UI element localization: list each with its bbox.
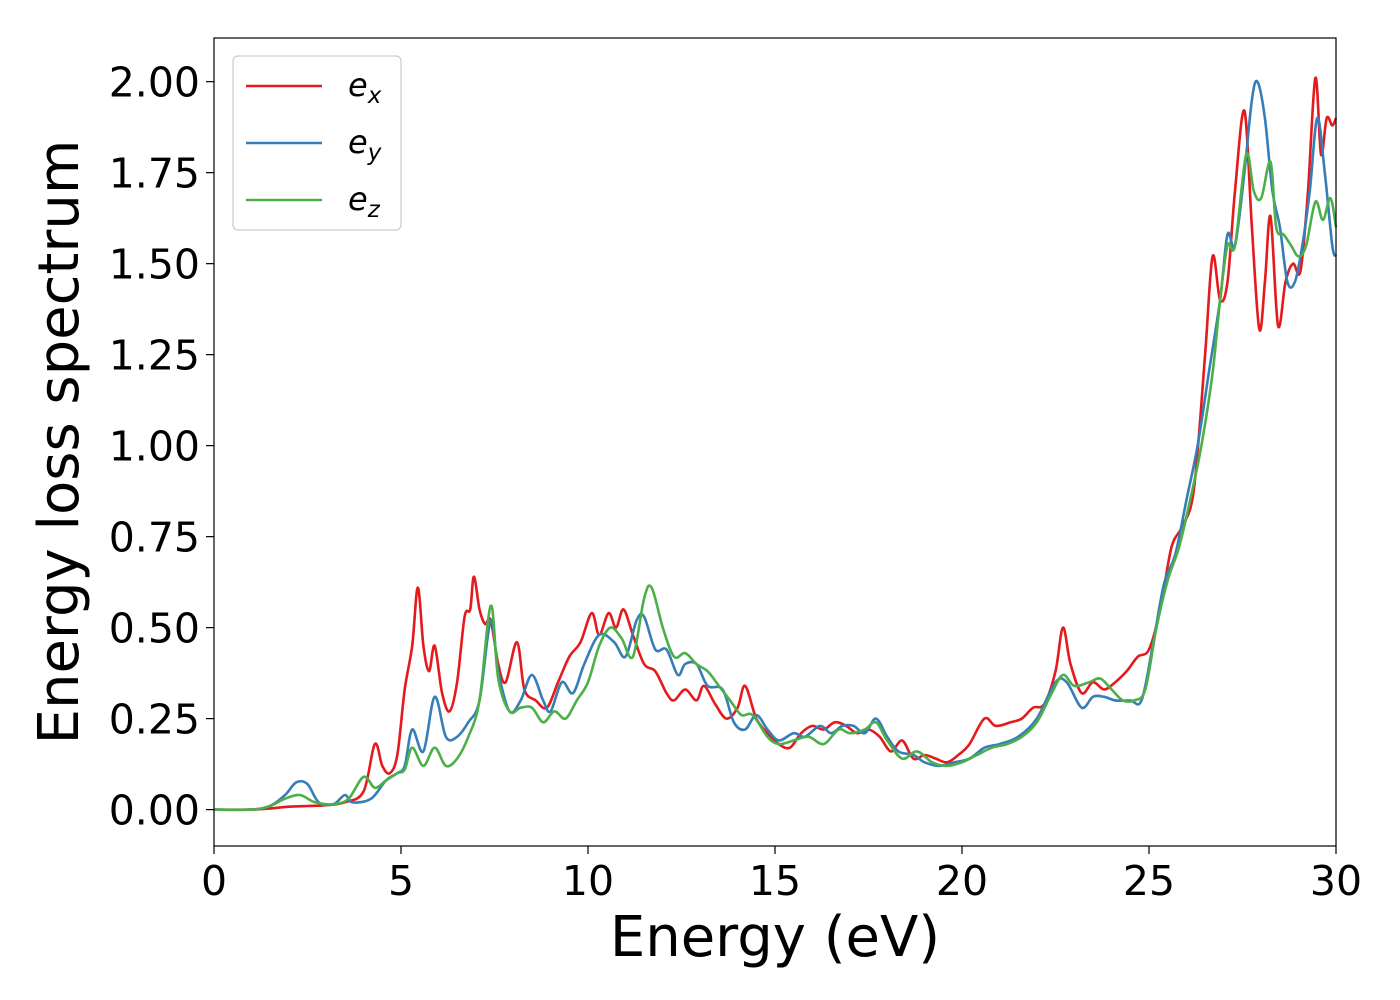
- y-tick-label: 0.25: [109, 696, 200, 744]
- legend: ex ey ez: [232, 55, 402, 231]
- x-axis-ticks: 0 5 10 15 20 25 30: [201, 846, 1362, 905]
- y-tick-label: 1.25: [109, 332, 200, 380]
- y-tick-label: 0.00: [109, 787, 200, 835]
- y-tick-label: 1.75: [109, 150, 200, 198]
- x-tick-label: 15: [749, 857, 801, 905]
- x-tick-label: 5: [388, 857, 414, 905]
- legend-label-ey: ey: [348, 123, 382, 166]
- y-tick-label: 0.50: [109, 605, 200, 653]
- y-tick-label: 0.75: [109, 514, 200, 562]
- x-tick-label: 30: [1310, 857, 1362, 905]
- x-tick-label: 25: [1123, 857, 1175, 905]
- y-axis-ticks: 0.00 0.25 0.50 0.75 1.00 1.25 1.50 1.75 2.00: [109, 59, 214, 835]
- legend-label-ez: ez: [348, 180, 381, 223]
- x-tick-label: 20: [936, 857, 988, 905]
- series-layer: [213, 76, 1338, 812]
- y-axis-label: Energy loss spectrum: [27, 140, 92, 745]
- x-tick-label: 10: [562, 857, 614, 905]
- plot-frame: [213, 37, 1337, 847]
- x-tick-label: 0: [201, 857, 227, 905]
- series-line-ez: [213, 151, 1338, 812]
- y-tick-label: 1.50: [109, 241, 200, 289]
- y-tick-label: 2.00: [109, 59, 200, 107]
- y-tick-label: 1.00: [109, 423, 200, 471]
- legend-label-ex: ex: [348, 66, 382, 109]
- x-axis-label: Energy (eV): [610, 905, 940, 970]
